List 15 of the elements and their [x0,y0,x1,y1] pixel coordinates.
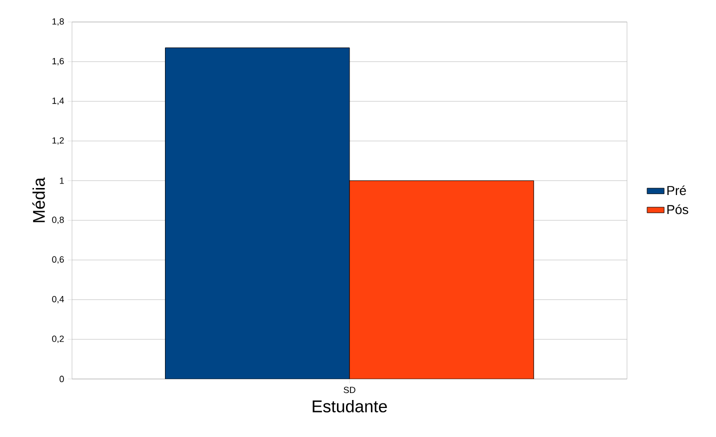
y-tick-label: 1,6 [52,58,64,66]
y-axis-title: Média [32,177,45,222]
x-axis-title: Estudante [312,400,387,412]
y-tick-label: 0 [60,376,64,382]
y-tick-label: 0,4 [52,296,64,304]
x-tick-label: SD [344,386,356,394]
legend-label: Pós [667,204,688,214]
y-tick-label: 1,4 [52,98,64,105]
y-tick-label: 1,8 [52,18,64,26]
y-tick-label: 0,2 [52,336,64,344]
legend-label: Pré [667,185,686,196]
y-tick-label: 0,6 [52,256,64,264]
y-tick-label: 1 [60,178,64,184]
y-tick-label: 1,2 [52,137,64,145]
y-tick-label: 0,8 [52,216,64,224]
